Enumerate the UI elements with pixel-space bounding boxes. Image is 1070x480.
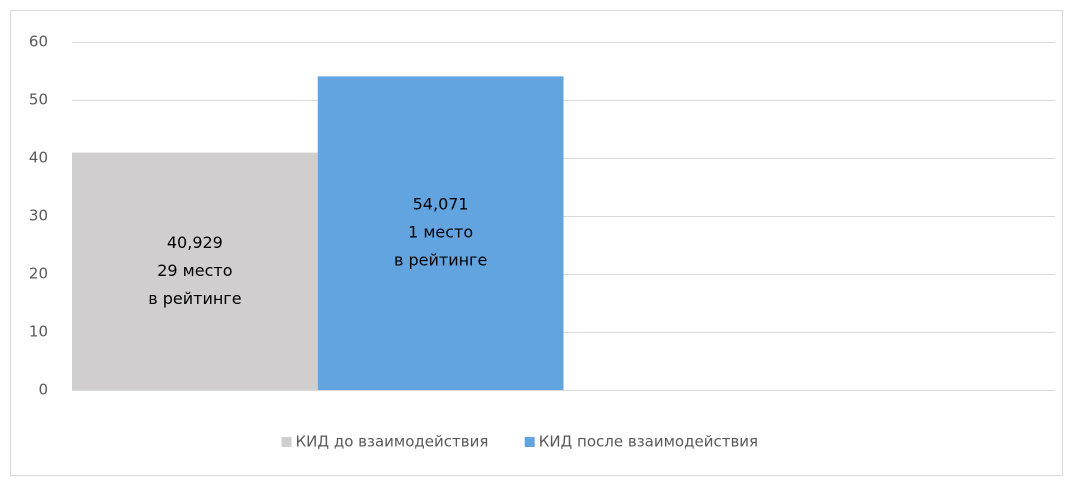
legend-swatch [524,437,535,447]
y-tick-label: 40 [29,149,48,167]
data-label-line: в рейтинге [148,289,241,308]
bar [317,76,564,391]
data-label-line: 1 место [408,223,473,242]
data-label: 40,929 [167,233,223,252]
data-label-line: в рейтинге [394,251,487,270]
y-tick-label: 50 [29,91,48,109]
bar [72,152,318,390]
y-tick-label: 30 [29,207,48,225]
data-label: 54,071 [413,195,469,214]
legend-label: КИД после взаимодействия [539,433,758,451]
legend-label: КИД до взаимодействия [296,433,489,451]
y-tick-label: 20 [29,265,48,283]
y-tick-label: 0 [38,381,48,399]
data-label-line: 29 место [157,261,232,280]
legend-swatch [281,437,292,447]
y-tick-label: 10 [29,323,48,341]
y-tick-label: 60 [29,33,48,51]
